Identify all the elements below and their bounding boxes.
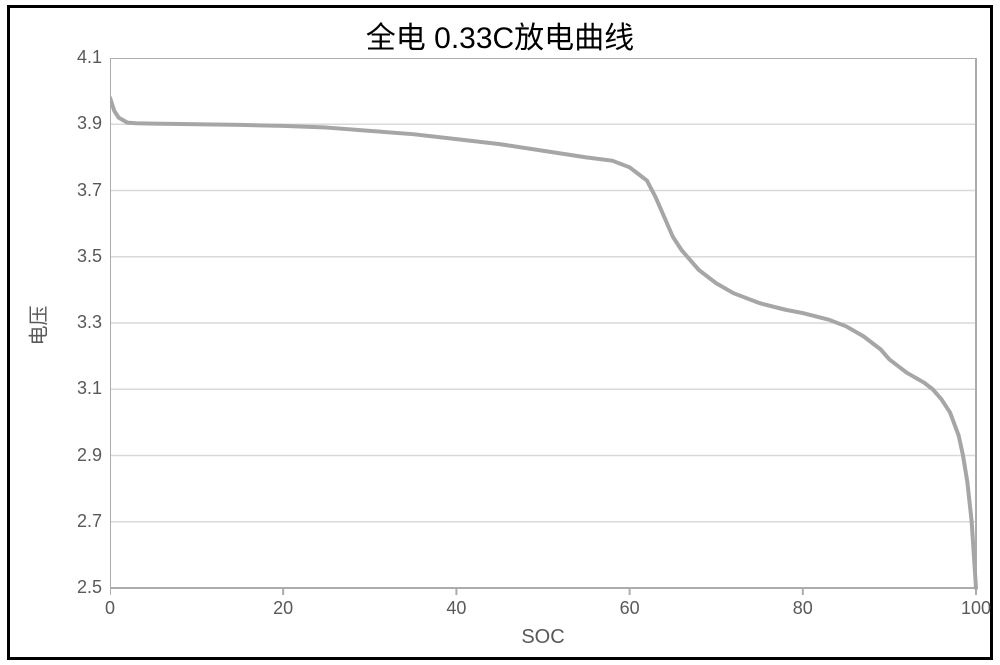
- y-axis-label: 电压: [23, 226, 52, 426]
- y-tick-label: 2.5: [52, 577, 102, 598]
- y-tick-label: 2.9: [52, 445, 102, 466]
- x-tick-label: 20: [253, 598, 313, 619]
- y-tick-label: 3.5: [52, 246, 102, 267]
- x-tick-label: 80: [773, 598, 833, 619]
- y-tick-label: 3.9: [52, 113, 102, 134]
- x-axis-label: SOC: [110, 626, 976, 649]
- y-tick-label: 3.3: [52, 312, 102, 333]
- y-tick-label: 2.7: [52, 511, 102, 532]
- x-tick-label: 60: [600, 598, 660, 619]
- x-tick-label: 40: [426, 598, 486, 619]
- y-tick-label: 3.7: [52, 180, 102, 201]
- x-tick-label: 100: [946, 598, 1000, 619]
- x-tick-label: 0: [80, 598, 140, 619]
- chart-title: 全电 0.33C放电曲线: [7, 13, 993, 57]
- plot-area: [110, 58, 988, 600]
- y-tick-label: 3.1: [52, 378, 102, 399]
- y-tick-label: 4.1: [52, 47, 102, 68]
